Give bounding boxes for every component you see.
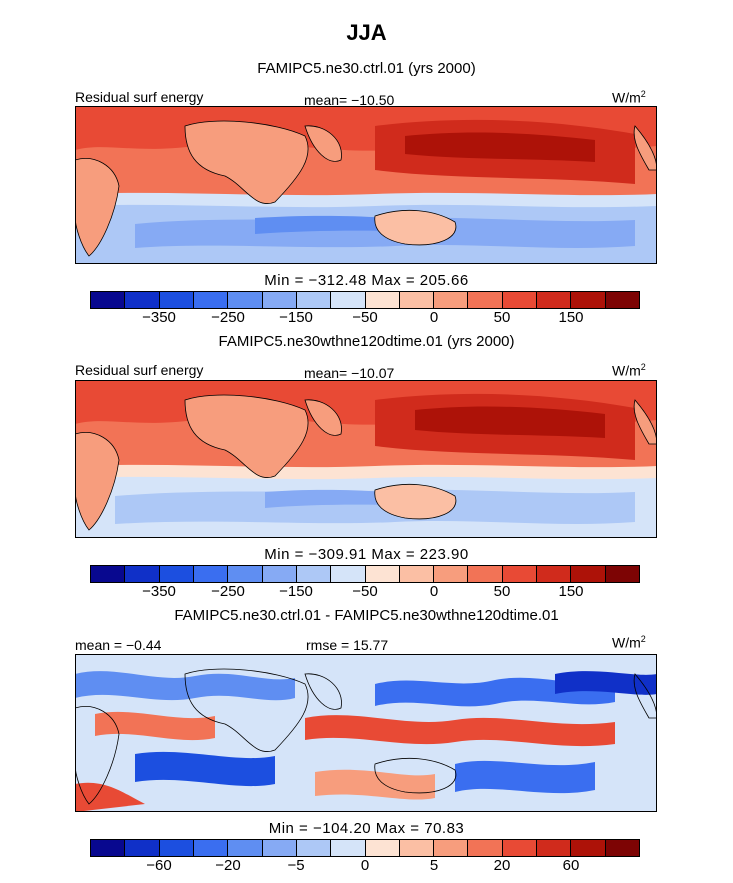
panel-2-mean-label: mean= −10.07	[304, 365, 395, 381]
panel-3-tick: −60	[146, 857, 172, 874]
panel-1-tick: 150	[558, 309, 584, 326]
colorbar-swatch	[262, 292, 297, 308]
colorbar-swatch	[193, 292, 229, 308]
colorbar-swatch	[125, 840, 160, 856]
colorbar-swatch	[434, 292, 469, 308]
panel-1-tick: 50	[493, 309, 511, 326]
colorbar-swatch	[125, 566, 160, 582]
colorbar-swatch	[605, 566, 639, 582]
panel-2-tick: −150	[279, 583, 313, 600]
colorbar-swatch	[91, 292, 126, 308]
panel-3-units: W/m2	[612, 634, 646, 651]
colorbar-swatch	[193, 840, 229, 856]
colorbar-swatch	[399, 292, 435, 308]
colorbar-swatch	[502, 840, 538, 856]
colorbar-swatch	[571, 566, 606, 582]
panel-3-tick: 60	[562, 857, 580, 874]
panel-2-minmax: Min = −309.91 Max = 223.90	[264, 546, 469, 563]
colorbar-swatch	[537, 566, 572, 582]
panel-2-tick: 150	[558, 583, 584, 600]
panel-3-map	[75, 654, 657, 812]
colorbar-swatch	[193, 566, 229, 582]
colorbar-swatch	[365, 566, 400, 582]
panel-2-tick: 50	[493, 583, 511, 600]
panel-2-tick: −50	[352, 583, 378, 600]
panel-1-mean-label: mean= −10.50	[304, 92, 395, 108]
panel-1-left-label: Residual surf energy	[75, 89, 204, 105]
colorbar-swatch	[468, 566, 503, 582]
colorbar-swatch	[365, 840, 400, 856]
panel-3-tick: 0	[360, 857, 370, 874]
colorbar-swatch	[605, 840, 639, 856]
panel-1-tick: 0	[429, 309, 439, 326]
colorbar-swatch	[605, 292, 639, 308]
colorbar-swatch	[262, 566, 297, 582]
panel-1-units: W/m2	[612, 89, 646, 106]
panel-3-mean-label: mean = −0.44	[75, 637, 162, 653]
panel-1-tick: −250	[211, 309, 245, 326]
colorbar-swatch	[228, 840, 263, 856]
colorbar-swatch	[159, 840, 194, 856]
colorbar-swatch	[331, 840, 366, 856]
colorbar-swatch	[502, 566, 538, 582]
colorbar-swatch	[159, 566, 194, 582]
panel-2-colorbar	[90, 565, 640, 583]
panel-3-minmax: Min = −104.20 Max = 70.83	[268, 820, 465, 837]
colorbar-swatch	[296, 292, 332, 308]
panel-2-left-label: Residual surf energy	[75, 362, 204, 378]
panel-3-rmse-label: rmse = 15.77	[306, 637, 389, 653]
page-title: JJA	[346, 20, 387, 45]
colorbar-swatch	[228, 566, 263, 582]
panel-2-tick: 0	[429, 583, 439, 600]
colorbar-swatch	[331, 292, 366, 308]
colorbar-swatch	[468, 840, 503, 856]
colorbar-swatch	[125, 292, 160, 308]
panel-3-tick: 5	[429, 857, 439, 874]
panel-2-map	[75, 380, 657, 538]
panel-2-units: W/m2	[612, 362, 646, 379]
colorbar-swatch	[365, 292, 400, 308]
panel-1-colorbar	[90, 291, 640, 309]
colorbar-swatch	[468, 292, 503, 308]
panel-1-map	[75, 106, 657, 264]
panel-1-tick: −350	[142, 309, 176, 326]
colorbar-swatch	[91, 566, 126, 582]
panel-3-tick: −20	[215, 857, 241, 874]
panel-2-title: FAMIPC5.ne30wthne120dtime.01 (yrs 2000)	[218, 333, 515, 350]
panel-3-tick: 20	[493, 857, 511, 874]
panel-1-title: FAMIPC5.ne30.ctrl.01 (yrs 2000)	[257, 60, 476, 77]
colorbar-swatch	[296, 840, 332, 856]
colorbar-swatch	[228, 292, 263, 308]
colorbar-swatch	[502, 292, 538, 308]
colorbar-swatch	[434, 566, 469, 582]
panel-3-tick: −5	[287, 857, 305, 874]
colorbar-swatch	[537, 840, 572, 856]
panel-1-tick: −150	[279, 309, 313, 326]
colorbar-swatch	[262, 840, 297, 856]
panel-1-minmax: Min = −312.48 Max = 205.66	[264, 272, 469, 289]
colorbar-swatch	[331, 566, 366, 582]
panel-2-tick: −350	[142, 583, 176, 600]
panel-3-colorbar	[90, 839, 640, 857]
colorbar-swatch	[399, 566, 435, 582]
colorbar-swatch	[434, 840, 469, 856]
colorbar-swatch	[91, 840, 126, 856]
colorbar-swatch	[571, 292, 606, 308]
panel-3-title: FAMIPC5.ne30.ctrl.01 - FAMIPC5.ne30wthne…	[174, 607, 559, 624]
colorbar-swatch	[159, 292, 194, 308]
colorbar-swatch	[296, 566, 332, 582]
panel-1-tick: −50	[352, 309, 378, 326]
panel-2-tick: −250	[211, 583, 245, 600]
colorbar-swatch	[399, 840, 435, 856]
colorbar-swatch	[537, 292, 572, 308]
colorbar-swatch	[571, 840, 606, 856]
